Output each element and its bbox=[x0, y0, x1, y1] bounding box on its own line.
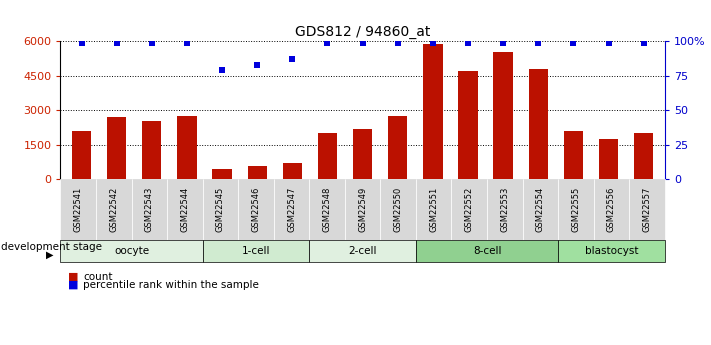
Bar bbox=[283, 163, 302, 179]
Point bbox=[638, 40, 649, 46]
Point bbox=[287, 57, 298, 62]
Text: GSM22556: GSM22556 bbox=[607, 187, 616, 232]
Text: ■: ■ bbox=[68, 280, 78, 289]
Text: GSM22541: GSM22541 bbox=[74, 187, 82, 232]
Bar bbox=[388, 116, 407, 179]
Bar bbox=[353, 129, 373, 179]
Bar bbox=[107, 117, 127, 179]
Text: GSM22547: GSM22547 bbox=[287, 187, 296, 232]
Bar bbox=[564, 131, 583, 179]
Text: oocyte: oocyte bbox=[114, 246, 149, 256]
Point bbox=[498, 40, 509, 46]
Bar bbox=[634, 134, 653, 179]
Point bbox=[76, 40, 87, 46]
Bar bbox=[213, 169, 232, 179]
Point bbox=[181, 40, 193, 46]
Text: GSM22553: GSM22553 bbox=[501, 187, 509, 232]
Bar bbox=[529, 69, 548, 179]
Text: ▶: ▶ bbox=[46, 250, 53, 260]
Point bbox=[392, 40, 403, 46]
Title: GDS812 / 94860_at: GDS812 / 94860_at bbox=[295, 25, 430, 39]
Point bbox=[462, 40, 474, 46]
Text: GSM22543: GSM22543 bbox=[145, 187, 154, 232]
Bar bbox=[72, 131, 91, 179]
Text: GSM22551: GSM22551 bbox=[429, 187, 438, 232]
Bar bbox=[247, 166, 267, 179]
Text: GSM22550: GSM22550 bbox=[394, 187, 402, 232]
Point bbox=[111, 40, 122, 46]
Text: development stage: development stage bbox=[1, 242, 102, 252]
Bar bbox=[459, 71, 478, 179]
Point bbox=[357, 40, 368, 46]
Text: GSM22557: GSM22557 bbox=[643, 187, 651, 232]
Text: ■: ■ bbox=[68, 272, 78, 282]
Text: 2-cell: 2-cell bbox=[348, 246, 377, 256]
Text: count: count bbox=[83, 272, 112, 282]
Point bbox=[146, 40, 157, 46]
Text: GSM22545: GSM22545 bbox=[216, 187, 225, 232]
Bar bbox=[423, 44, 442, 179]
Point bbox=[427, 40, 439, 46]
Text: GSM22554: GSM22554 bbox=[536, 187, 545, 232]
Bar bbox=[318, 134, 337, 179]
Point bbox=[603, 40, 614, 46]
Text: 8-cell: 8-cell bbox=[473, 246, 501, 256]
Text: GSM22548: GSM22548 bbox=[323, 187, 331, 232]
Bar bbox=[177, 116, 196, 179]
Text: GSM22542: GSM22542 bbox=[109, 187, 118, 232]
Point bbox=[216, 68, 228, 73]
Text: percentile rank within the sample: percentile rank within the sample bbox=[83, 280, 259, 289]
Bar bbox=[493, 52, 513, 179]
Point bbox=[322, 40, 333, 46]
Bar bbox=[599, 139, 619, 179]
Point bbox=[568, 40, 579, 46]
Text: GSM22555: GSM22555 bbox=[572, 187, 580, 232]
Text: GSM22552: GSM22552 bbox=[465, 187, 474, 232]
Text: blastocyst: blastocyst bbox=[584, 246, 638, 256]
Point bbox=[252, 62, 263, 68]
Bar bbox=[142, 121, 161, 179]
Text: GSM22544: GSM22544 bbox=[181, 187, 189, 232]
Text: GSM22549: GSM22549 bbox=[358, 187, 367, 232]
Point bbox=[533, 40, 544, 46]
Text: 1-cell: 1-cell bbox=[242, 246, 270, 256]
Text: GSM22546: GSM22546 bbox=[252, 187, 260, 232]
